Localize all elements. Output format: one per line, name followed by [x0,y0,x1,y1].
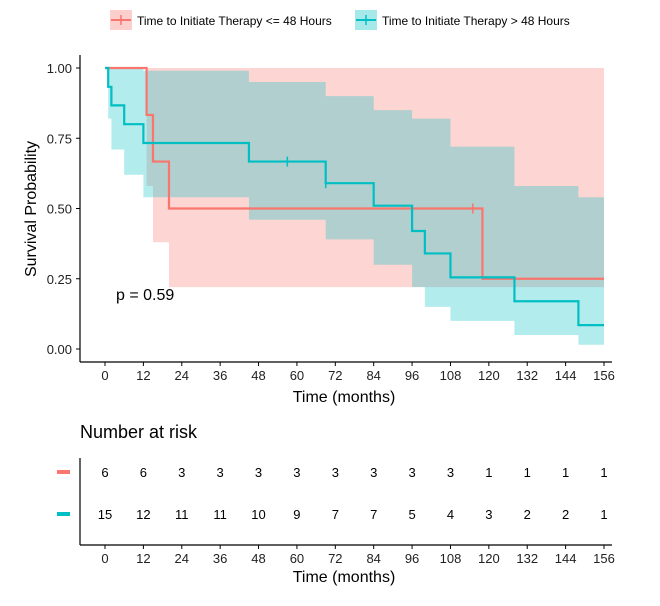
risk-count: 6 [101,465,108,480]
risk-count: 3 [485,507,492,522]
survival-curve-1 [105,66,604,327]
y-tick-label: 0.25 [47,272,72,287]
x-tick-label: 108 [440,368,462,383]
x-tick-label: 24 [175,368,189,383]
x-tick-label: 60 [290,551,304,566]
x-tick-label: 96 [405,551,419,566]
risk-count: 1 [485,465,492,480]
risk-count: 15 [98,507,112,522]
x-tick-label: 12 [136,368,150,383]
x-tick-label: 132 [516,368,538,383]
ci-band-1 [105,68,604,345]
risk-count: 11 [175,507,189,522]
risk-count: 3 [255,465,262,480]
x-tick-label: 0 [101,368,108,383]
x-tick-label: 48 [251,368,265,383]
x-tick-label: 120 [478,368,500,383]
legend: Time to Initiate Therapy <= 48 Hours Tim… [110,10,570,30]
y-ticks: 0.00 0.25 0.50 0.75 1.00 [47,61,80,357]
legend-label-le48: Time to Initiate Therapy <= 48 Hours [137,14,332,28]
y-tick-label: 0.00 [47,342,72,357]
x-tick-label: 96 [405,368,419,383]
x-tick-label: 60 [290,368,304,383]
x-tick-label: 144 [555,551,577,566]
risk-table: 6 6 3 3 3 3 3 3 3 3 1 1 1 115 12 11 11 10 9 7 7 5 4 3 2 2 1 [57,465,608,522]
risk-count: 1 [562,465,569,480]
risk-count: 7 [332,507,339,522]
x-tick-label: 72 [328,368,342,383]
risk-count: 7 [370,507,377,522]
y-tick-label: 1.00 [47,61,72,76]
risk-count: 12 [136,507,150,522]
x-tick-label: 36 [213,368,227,383]
x-tick-label: 144 [555,368,577,383]
x-tick-label: 108 [440,551,462,566]
p-value-label: p = 0.59 [116,287,174,304]
risk-count: 2 [524,507,531,522]
risk-count: 1 [600,465,607,480]
risk-count: 3 [217,465,224,480]
risk-count: 3 [447,465,454,480]
survival-curves [105,66,604,327]
x-tick-label: 156 [593,368,615,383]
x-tick-label: 0 [101,551,108,566]
x-tick-label: 12 [136,551,150,566]
risk-count: 2 [562,507,569,522]
x-tick-label: 24 [175,551,189,566]
risk-count: 11 [213,507,227,522]
x-tick-label: 84 [366,368,380,383]
risk-count: 1 [524,465,531,480]
risk-count: 1 [600,507,607,522]
x-axis-title: Time (months) [293,389,396,406]
risk-count: 3 [293,465,300,480]
risk-count: 3 [370,465,377,480]
risk-count: 10 [251,507,265,522]
x-tick-label: 72 [328,551,342,566]
x-tick-label: 84 [366,551,380,566]
x-tick-label: 36 [213,551,227,566]
risk-count: 4 [447,507,454,522]
risk-x-ticks: 0 12 24 36 48 60 72 84 96 108 120 132 144 156 [101,545,615,566]
legend-item-gt48: Time to Initiate Therapy > 48 Hours [355,10,570,30]
x-tick-label: 120 [478,551,500,566]
y-tick-label: 0.50 [47,202,72,217]
confidence-bands [105,68,604,345]
risk-count: 3 [332,465,339,480]
risk-count: 9 [293,507,300,522]
ci-band-0 [105,68,604,288]
risk-x-axis-title: Time (months) [293,569,396,586]
legend-item-le48: Time to Initiate Therapy <= 48 Hours [110,10,332,30]
legend-label-gt48: Time to Initiate Therapy > 48 Hours [382,14,570,28]
risk-table-title: Number at risk [80,422,198,442]
risk-count: 5 [408,507,415,522]
risk-count: 3 [408,465,415,480]
x-tick-label: 132 [516,551,538,566]
x-tick-label: 156 [593,551,615,566]
y-axis-title: Survival Probability [23,141,40,277]
censor-marks [286,156,474,214]
y-tick-label: 0.75 [47,131,72,146]
survival-curve-0 [105,66,604,280]
x-tick-label: 48 [251,551,265,566]
x-ticks: 0 12 24 36 48 60 72 84 96 108 120 132 144 156 [101,362,615,383]
risk-count: 3 [178,465,185,480]
risk-count: 6 [140,465,147,480]
